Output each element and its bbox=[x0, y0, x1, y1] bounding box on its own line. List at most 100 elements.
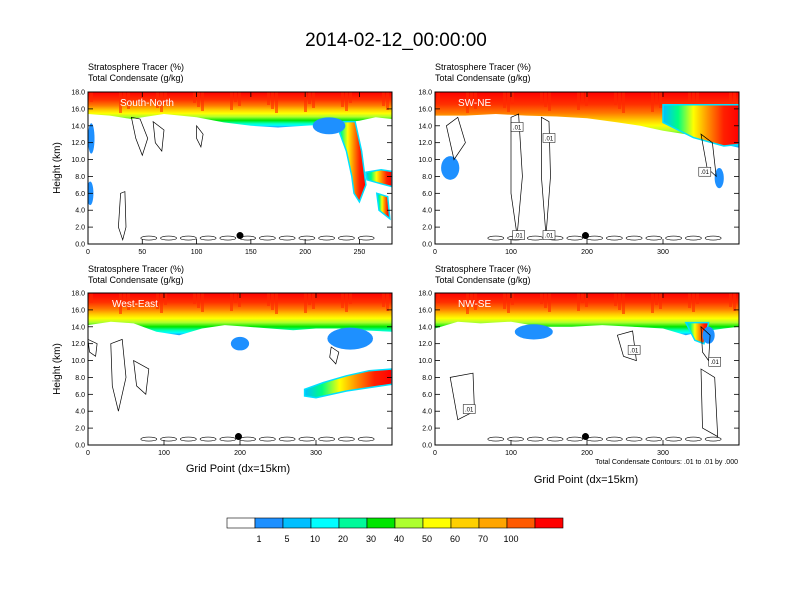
surface-contour bbox=[566, 235, 584, 241]
condensate-contour bbox=[133, 359, 150, 396]
surface-contour bbox=[298, 436, 316, 442]
y-tick-label: 14.0 bbox=[418, 123, 432, 130]
panel-title-line1: Stratosphere Tracer (%) bbox=[88, 264, 184, 274]
x-tick-label: 250 bbox=[354, 249, 366, 256]
y-tick-label: 8.0 bbox=[422, 375, 432, 382]
surface-contour bbox=[357, 235, 375, 241]
y-tick-label: 14.0 bbox=[418, 324, 432, 331]
panel-label: NW-SE bbox=[458, 299, 491, 310]
y-tick-label: 4.0 bbox=[422, 409, 432, 416]
surface-contour bbox=[527, 436, 544, 442]
contour-label: .01 bbox=[513, 125, 522, 131]
panel-title-line2: Total Condensate (g/kg) bbox=[88, 73, 184, 83]
tracer-patch bbox=[441, 156, 460, 180]
surface-contour bbox=[625, 235, 643, 241]
colorbar-label: 5 bbox=[284, 534, 289, 544]
x-tick-label: 0 bbox=[86, 249, 90, 256]
contour-label: .01 bbox=[711, 360, 720, 366]
y-tick-label: 0.0 bbox=[75, 242, 85, 249]
colorbar-swatch bbox=[366, 517, 396, 529]
y-tick-label: 2.0 bbox=[75, 426, 85, 433]
plot-area: 0 50 100 150 200 250 0.0 2.0 4.0 6.0 8.0 10.0 12.0 14… bbox=[71, 90, 393, 256]
condensate-contour bbox=[446, 116, 466, 161]
panel-nw-se: Stratosphere Tracer (%) Total Condensate… bbox=[418, 264, 740, 486]
colorbar-swatch bbox=[534, 517, 564, 529]
surface-contour bbox=[219, 235, 237, 241]
surface-contour bbox=[487, 235, 505, 241]
tracer-patch bbox=[230, 336, 250, 351]
y-tick-label: 10.0 bbox=[71, 358, 85, 365]
surface-contour bbox=[665, 235, 682, 241]
tracer-intrusion bbox=[365, 168, 392, 188]
surface-contour bbox=[278, 436, 296, 442]
x-tick-label: 300 bbox=[657, 249, 669, 256]
panel-title-line1: Stratosphere Tracer (%) bbox=[88, 62, 184, 72]
x-tick-label: 200 bbox=[581, 249, 593, 256]
y-tick-label: 4.0 bbox=[422, 208, 432, 215]
panel-title-line1: Stratosphere Tracer (%) bbox=[435, 264, 531, 274]
y-tick-label: 10.0 bbox=[71, 157, 85, 164]
x-tick-label: 100 bbox=[505, 450, 517, 457]
x-tick-label: 100 bbox=[158, 450, 170, 457]
surface-contour bbox=[199, 436, 217, 442]
x-tick-label: 150 bbox=[245, 249, 257, 256]
surface-contour bbox=[318, 436, 335, 442]
condensate-contour bbox=[616, 330, 637, 362]
y-tick-label: 14.0 bbox=[71, 324, 85, 331]
surface-contour bbox=[625, 436, 643, 442]
y-axis-label: Height (km) bbox=[52, 343, 63, 395]
colorbar-label: 60 bbox=[450, 534, 460, 544]
condensate-contour bbox=[541, 116, 551, 236]
tracer-intrusion bbox=[303, 368, 392, 399]
x-tick-label: 300 bbox=[657, 450, 669, 457]
panel-west-east: Stratosphere Tracer (%) Total Condensate… bbox=[52, 264, 393, 475]
tracer-patch bbox=[714, 168, 724, 189]
colorbar-label: 40 bbox=[394, 534, 404, 544]
tracer-intrusion bbox=[684, 321, 710, 345]
y-tick-label: 6.0 bbox=[422, 392, 432, 399]
y-tick-label: 0.0 bbox=[422, 242, 432, 249]
surface-contour bbox=[645, 436, 663, 442]
colorbar-label: 100 bbox=[503, 534, 518, 544]
y-tick-label: 18.0 bbox=[71, 291, 85, 298]
colorbar-swatch bbox=[310, 517, 340, 529]
y-tick-label: 16.0 bbox=[418, 106, 432, 113]
surface-contour bbox=[259, 235, 276, 241]
y-axis-label: Height (km) bbox=[52, 142, 63, 194]
panel-south-north: Stratosphere Tracer (%) Total Condensate… bbox=[52, 62, 393, 256]
colorbar-swatch bbox=[478, 517, 508, 529]
panel-label: SW-NE bbox=[458, 98, 491, 109]
x-tick-label: 100 bbox=[505, 249, 517, 256]
colorbar-label: 30 bbox=[366, 534, 376, 544]
y-tick-label: 8.0 bbox=[422, 174, 432, 181]
surface-contour bbox=[606, 436, 623, 442]
surface-contour bbox=[199, 235, 217, 241]
y-tick-label: 4.0 bbox=[75, 208, 85, 215]
surface-contour bbox=[566, 436, 584, 442]
y-tick-label: 6.0 bbox=[75, 191, 85, 198]
surface-contour bbox=[180, 436, 197, 442]
surface-contour bbox=[160, 436, 177, 442]
x-tick-label: 200 bbox=[581, 450, 593, 457]
y-tick-label: 16.0 bbox=[71, 106, 85, 113]
contour-label: .01 bbox=[545, 136, 554, 142]
colorbar-label: 20 bbox=[338, 534, 348, 544]
condensate-contour bbox=[88, 339, 98, 357]
x-tick-label: 200 bbox=[299, 249, 311, 256]
x-tick-label: 300 bbox=[310, 450, 322, 457]
y-tick-label: 18.0 bbox=[418, 291, 432, 298]
x-tick-label: 0 bbox=[433, 249, 437, 256]
colorbar-label: 10 bbox=[310, 534, 320, 544]
colorbar-swatch bbox=[282, 517, 312, 529]
surface-contour bbox=[298, 235, 316, 241]
plot-area: 0 100 200 300 0.0 2.0 4.0 6.0 8.0 10.0 12.0 14.0 16.… bbox=[71, 291, 393, 457]
contour-label: .01 bbox=[701, 170, 710, 176]
surface-contour bbox=[645, 235, 663, 241]
panel-sw-ne: Stratosphere Tracer (%) Total Condensate… bbox=[418, 62, 740, 256]
panel-title-line1: Stratosphere Tracer (%) bbox=[435, 62, 531, 72]
colorbar-label: 1 bbox=[256, 534, 261, 544]
surface-contour bbox=[278, 235, 296, 241]
surface-contour bbox=[507, 436, 524, 442]
surface-contour bbox=[140, 436, 158, 442]
